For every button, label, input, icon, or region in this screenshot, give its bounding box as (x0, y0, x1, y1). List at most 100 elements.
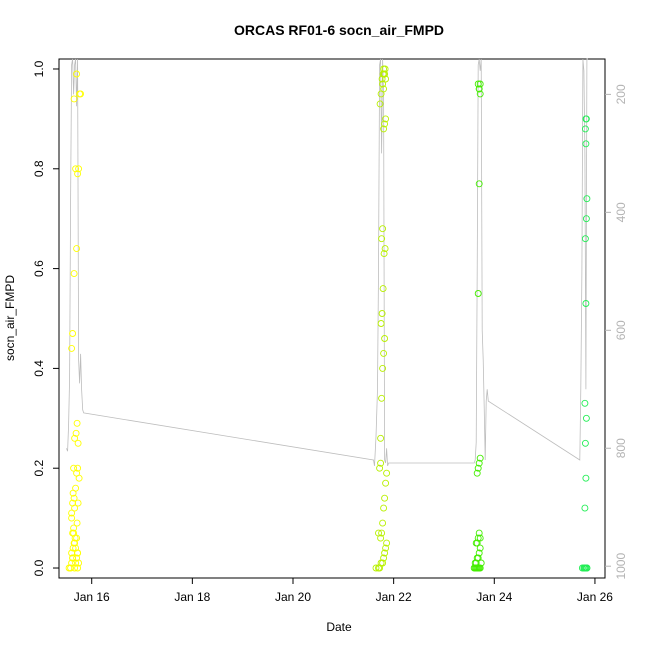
data-point (72, 165, 80, 173)
data-point (375, 529, 382, 537)
data-point (74, 464, 82, 472)
data-point (381, 549, 389, 557)
data-point (582, 140, 590, 148)
data-point (67, 564, 75, 572)
y2-tick-label: 1000 (614, 553, 628, 580)
data-point (381, 494, 389, 502)
data-point (380, 85, 388, 93)
data-point (377, 434, 385, 442)
data-point (379, 559, 387, 567)
data-point (380, 504, 388, 512)
data-point (74, 549, 82, 557)
data-point (383, 469, 391, 477)
data-point (383, 539, 391, 547)
data-point (582, 300, 590, 307)
data-point (378, 235, 386, 243)
data-point (75, 165, 83, 173)
data-point (581, 504, 589, 512)
data-point (75, 559, 83, 567)
data-point (377, 459, 385, 467)
data-point (377, 320, 385, 327)
data-point (582, 215, 590, 223)
x-tick-label: Jan 16 (74, 590, 110, 604)
data-point (581, 564, 589, 572)
data-point (379, 364, 387, 372)
data-point (73, 70, 81, 78)
chart-title: ORCAS RF01-6 socn_air_FMPD (234, 22, 444, 38)
data-point (380, 125, 388, 133)
data-point (382, 479, 390, 487)
y2-tick-label: 600 (614, 320, 628, 340)
data-point (378, 310, 386, 317)
data-point (73, 419, 81, 427)
data-point (69, 489, 77, 497)
data-point (70, 270, 78, 278)
data-point (474, 534, 482, 542)
data-point (476, 544, 484, 552)
data-point (68, 344, 76, 352)
data-point (69, 554, 77, 562)
data-point (73, 519, 81, 527)
y2-tick-label: 400 (614, 202, 628, 222)
data-point (74, 564, 82, 572)
y2-tick-label: 800 (614, 438, 628, 458)
data-point (474, 464, 482, 472)
data-point (475, 180, 483, 188)
y-axis-label: socn_air_FMPD (3, 275, 17, 361)
data-point (70, 464, 78, 472)
data-point (581, 399, 589, 407)
data-point (68, 509, 76, 517)
data-point (71, 434, 79, 442)
data-point (382, 75, 390, 83)
data-point (70, 524, 78, 532)
data-point (476, 90, 484, 98)
x-tick-label: Jan 24 (476, 590, 512, 604)
y-tick-label: 0.4 (32, 360, 46, 377)
pressure-line-layer (66, 58, 588, 467)
data-point (582, 115, 590, 123)
data-point (582, 414, 590, 422)
y-tick-label: 0.0 (32, 559, 46, 576)
data-point (379, 80, 387, 88)
y2-tick-label: 200 (614, 84, 628, 104)
data-point (378, 394, 386, 402)
data-point (581, 235, 589, 243)
data-point (476, 80, 484, 88)
data-point (476, 454, 484, 462)
data-point (70, 95, 78, 103)
data-point (75, 474, 83, 482)
data-point (475, 529, 483, 537)
data-point (382, 115, 390, 123)
y-tick-label: 0.2 (32, 460, 46, 477)
data-point (473, 469, 481, 477)
pressure-line (66, 58, 588, 467)
data-point (380, 554, 388, 562)
data-point (70, 494, 78, 502)
data-point (69, 544, 77, 552)
data-point (476, 534, 484, 542)
data-point (583, 564, 591, 572)
x-tick-label: Jan 20 (275, 590, 311, 604)
data-point (475, 85, 483, 93)
data-point (379, 519, 387, 527)
data-point (379, 285, 387, 293)
data-point (475, 549, 483, 557)
data-point (473, 539, 481, 547)
data-point (376, 100, 384, 108)
data-points-layer (65, 65, 591, 572)
data-point (71, 564, 79, 572)
data-point (581, 439, 589, 447)
plot-frame (58, 58, 606, 579)
data-point (379, 225, 387, 233)
data-point (381, 335, 389, 342)
data-point (381, 120, 389, 128)
data-point (376, 464, 384, 472)
data-point (73, 534, 81, 542)
y-tick-label: 1.0 (32, 60, 46, 77)
data-point (68, 559, 76, 567)
data-point (380, 250, 388, 258)
x-axis: Jan 16 Jan 18 Jan 20 Jan 22 Jan 24 Jan 26 (74, 578, 613, 604)
y-tick-label: 0.6 (32, 260, 46, 277)
data-point (476, 564, 484, 572)
